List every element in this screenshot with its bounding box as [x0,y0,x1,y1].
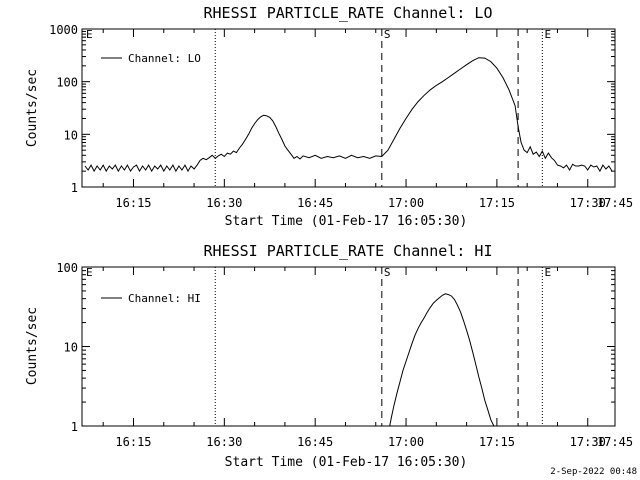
panel-lo: RHESSI PARTICLE_RATE Channel: LO 16:15 16… [25,4,633,229]
plot-frame [81,266,616,427]
x-tick-label: 16:15 [115,435,151,449]
chart-title: RHESSI PARTICLE_RATE Channel: HI [204,242,493,260]
x-axis-label: Start Time (01-Feb-17 16:05:30) [225,455,468,470]
y-axis-label: Counts/sec [25,307,40,385]
x-tick-label: 16:30 [206,435,242,449]
x-tick-label: 17:15 [479,435,515,449]
series-line [84,57,613,173]
x-axis-label: Start Time (01-Feb-17 16:05:30) [225,214,468,229]
x-tick-label: 17:00 [388,196,424,210]
x-tick-label: 17:00 [388,435,424,449]
y-tick-label: 100 [56,261,78,275]
x-tick-label: 16:45 [297,196,333,210]
y-tick-label: 1000 [49,23,78,37]
legend: Channel: LO [101,52,201,65]
x-tick-label: 17:15 [479,196,515,210]
event-marker: E [86,266,93,279]
event-marker: E [545,266,552,279]
dashed-line-label: S [384,28,391,41]
y-tick-label: 1 [71,181,78,195]
legend-label: Channel: LO [128,52,201,65]
event-lines: SE E [86,266,551,426]
x-tick-label: 17:30 [570,435,606,449]
series-layer [389,293,495,427]
date-stamp: 2-Sep-2022 00:48 [550,467,637,477]
chart-title: RHESSI PARTICLE_RATE Channel: LO [204,4,493,22]
series-line [389,293,495,427]
y-axis-label: Counts/sec [25,69,40,147]
event-marker: E [545,28,552,41]
x-tick-label: 17:45 [597,435,633,449]
event-lines: SE E [86,28,551,187]
x-tick-label: 16:30 [206,196,242,210]
y-tick-label: 10 [64,341,78,355]
legend: Channel: HI [101,292,201,305]
dashed-line-label: S [384,266,391,279]
panel-hi: RHESSI PARTICLE_RATE Channel: HI 16:15 16… [25,242,633,470]
series-layer [84,57,613,173]
plot-frame [81,28,616,188]
x-tick-label: 17:30 [570,196,606,210]
y-tick-label: 10 [64,128,78,142]
legend-label: Channel: HI [128,292,201,305]
x-tick-label: 16:45 [297,435,333,449]
y-tick-label: 1 [71,420,78,434]
y-tick-label: 100 [56,76,78,90]
event-marker: E [86,28,93,41]
x-tick-label: 16:15 [115,196,151,210]
x-tick-label: 17:45 [597,196,633,210]
